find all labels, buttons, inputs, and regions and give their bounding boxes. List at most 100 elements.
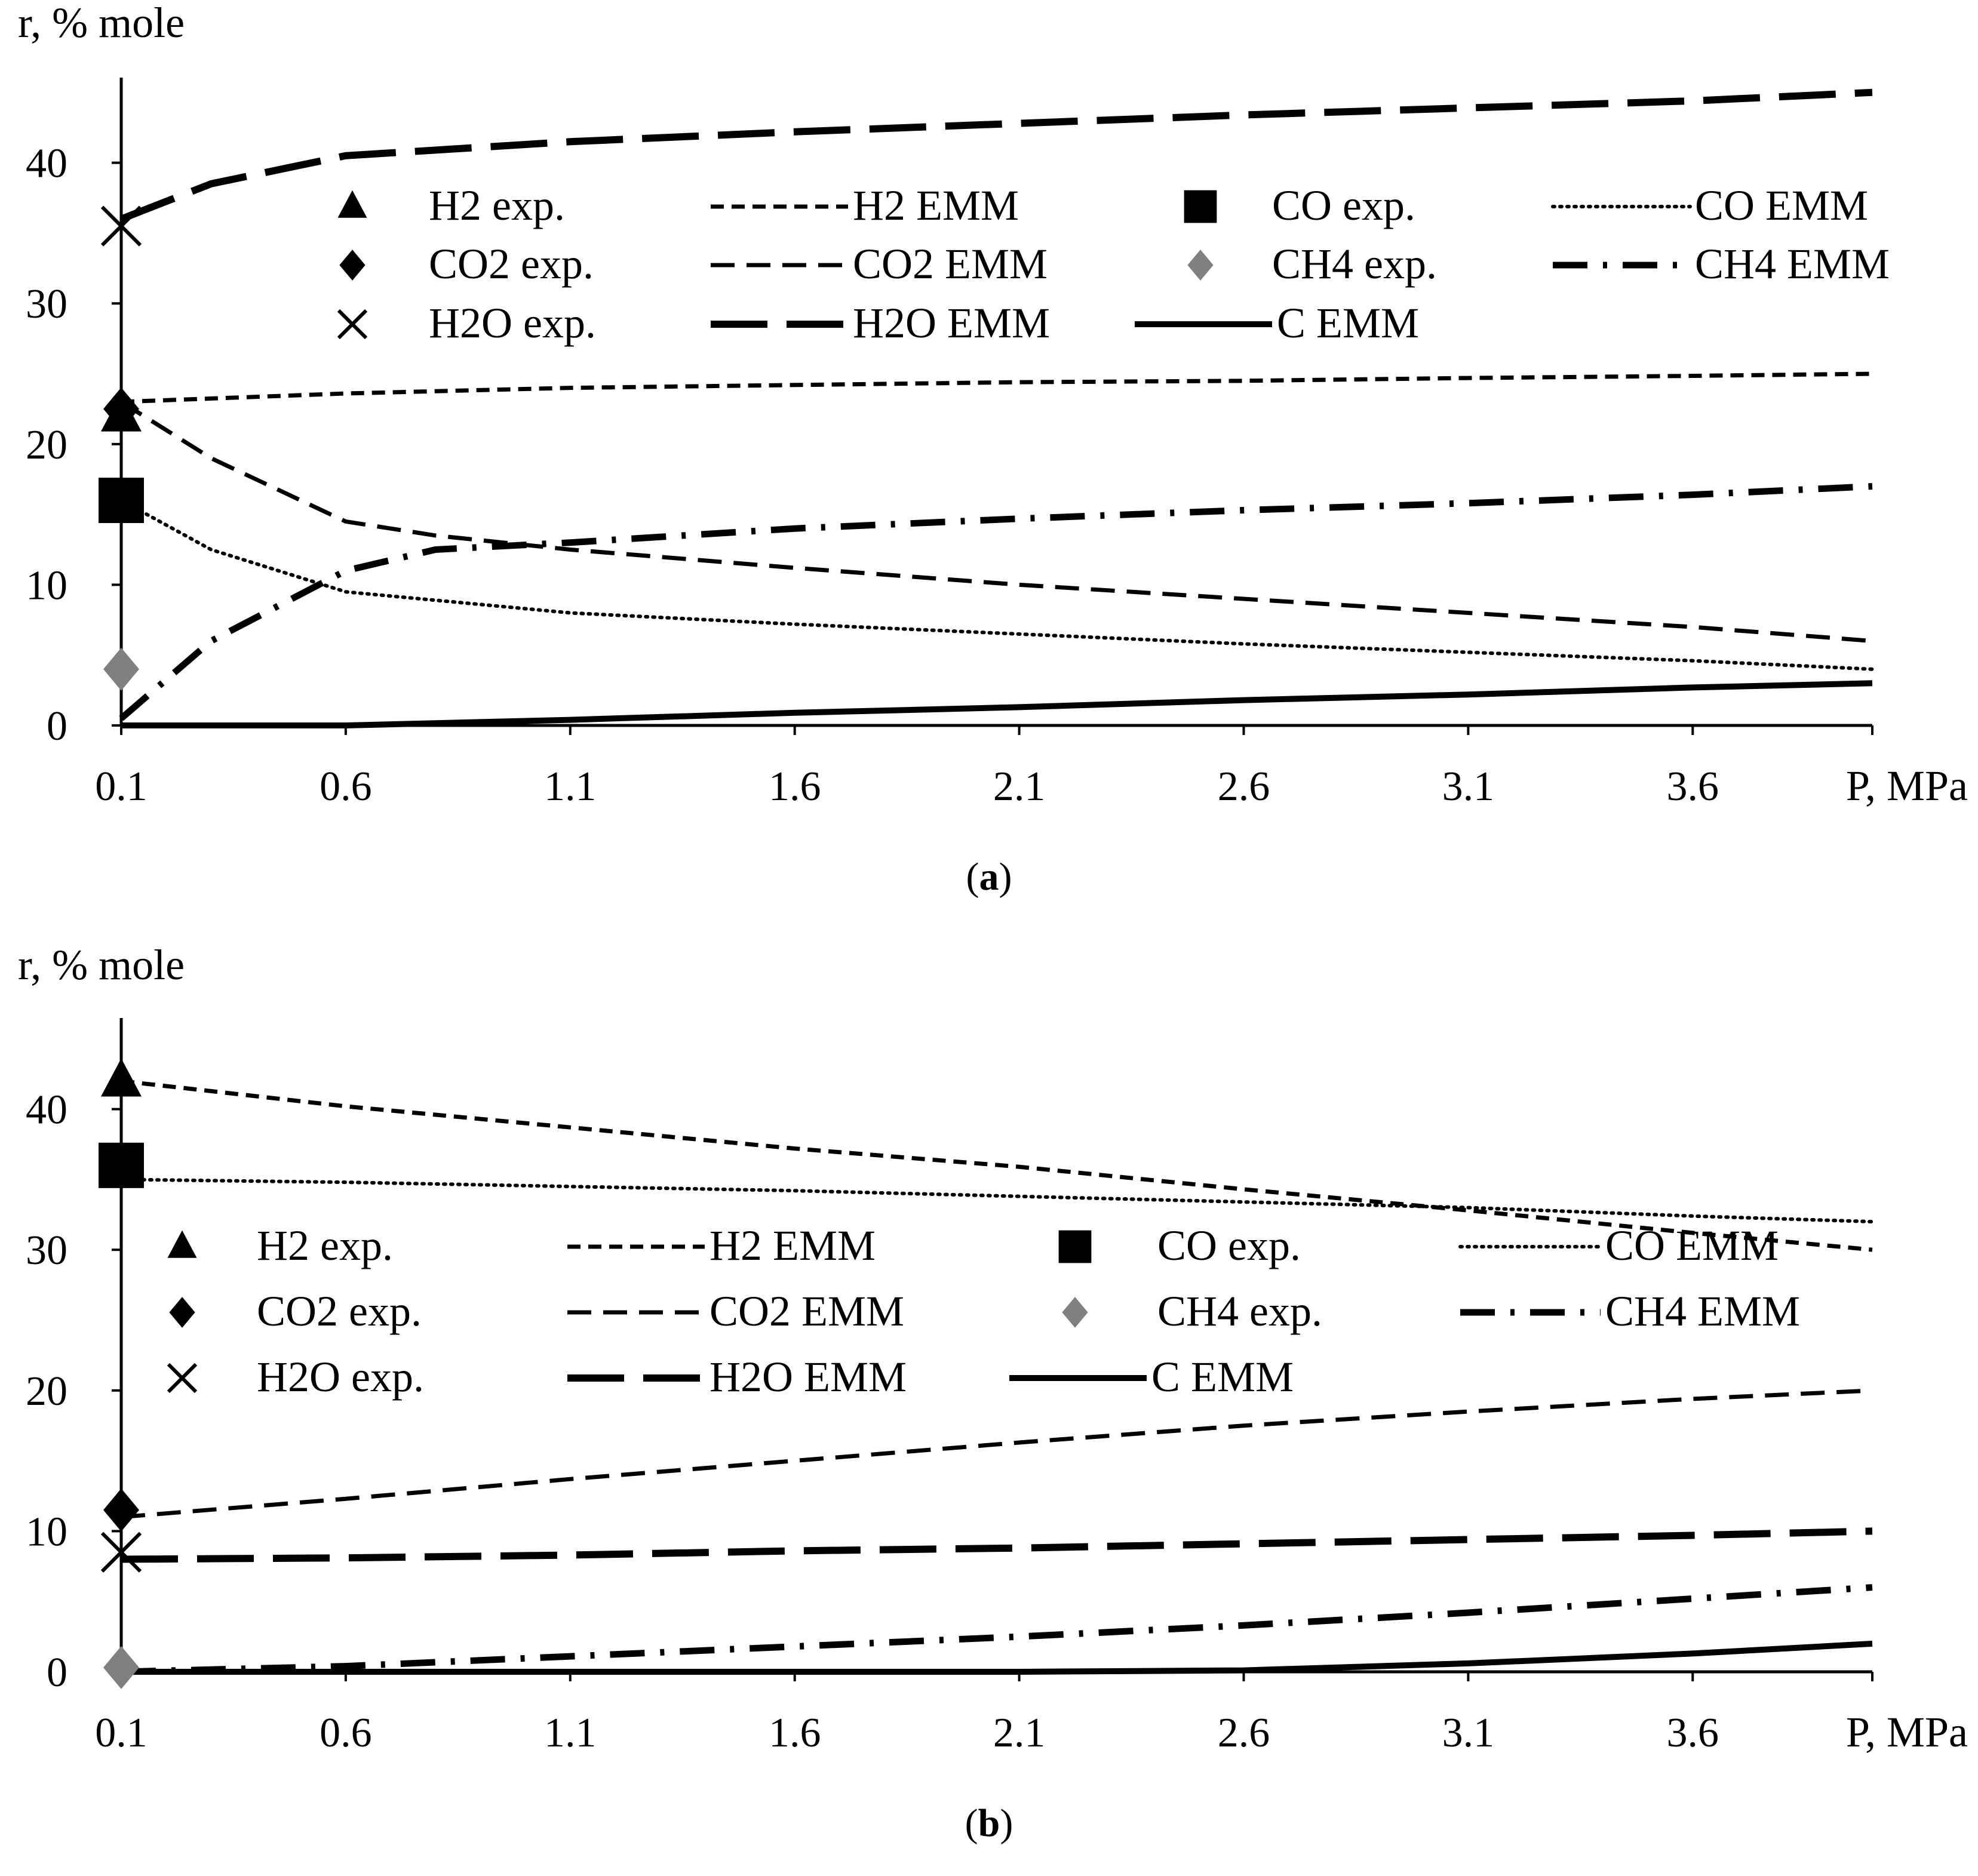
series-line-co2-emm: [121, 1388, 1873, 1520]
x-tick-label: 3.6: [1667, 764, 1719, 810]
panel-caption-a: (a): [966, 855, 1012, 899]
legend-label-ch4-emm: CH4 EMM: [1695, 240, 1890, 288]
x-tick-label: 0.1: [95, 764, 148, 810]
legend-entry-co-exp: CO exp.: [1058, 1222, 1301, 1269]
legend-label-co2-exp: CO2 exp.: [257, 1287, 422, 1335]
x-axis-title: P, MPa: [1846, 762, 1968, 810]
legend-entry-h2-exp: H2 exp.: [337, 182, 565, 229]
legend-label-h2o-exp: H2O exp.: [429, 299, 596, 347]
legend-label-h2o-emm: H2O EMM: [710, 1353, 907, 1401]
x-tick-label: 0.6: [320, 764, 372, 810]
legend-label-ch4-exp: CH4 exp.: [1157, 1287, 1322, 1335]
series-line-h2o-emm: [121, 1527, 1873, 1563]
legend-label-h2-exp: H2 exp.: [257, 1222, 393, 1269]
x-tick-label: 0.6: [320, 1710, 372, 1756]
series-line-c-emm: [121, 680, 1873, 728]
series-line-h2-emm: [121, 1079, 1873, 1252]
legend-entry-co-emm: CO EMM: [1458, 1222, 1779, 1269]
legend-label-co2-exp: CO2 exp.: [429, 240, 594, 288]
legend-label-co-emm: CO EMM: [1695, 182, 1868, 229]
legend-entry-h2-emm: H2 EMM: [567, 1222, 876, 1269]
y-axis-title: r, % mole: [18, 941, 185, 989]
series-line-ch4-emm: [121, 1584, 1873, 1675]
legend-entry-h2o-exp: H2O exp.: [167, 1353, 424, 1401]
panel-caption-letter: a: [979, 855, 999, 899]
legend-label-h2o-exp: H2O exp.: [257, 1353, 424, 1401]
series-line-c-emm: [121, 1640, 1873, 1675]
x-tick-label: 1.6: [769, 764, 821, 810]
data-point-co2-exp: [103, 387, 139, 430]
data-point-co2-exp: [103, 1489, 139, 1532]
data-point-ch4-exp: [103, 1646, 139, 1689]
legend: H2 exp. H2 EMM CO exp. CO EMM CO2 exp. CO2 EM…: [167, 1222, 1800, 1401]
x-tick-label: 2.6: [1218, 1710, 1270, 1756]
legend-label-c-emm: C EMM: [1151, 1353, 1294, 1401]
panel-caption-open: (: [965, 1801, 978, 1845]
x-tick-label: 3.1: [1442, 1710, 1495, 1756]
legend-label-ch4-emm: CH4 EMM: [1605, 1287, 1800, 1335]
legend-entry-ch4-emm: CH4 EMM: [1460, 1287, 1800, 1335]
legend-marker-ch4-exp: [1062, 1297, 1088, 1328]
series-line-ch4-emm: [119, 483, 1873, 721]
data-point-co-exp: [99, 1142, 144, 1188]
y-tick-label: 40: [26, 141, 67, 187]
legend-label-co2-emm: CO2 EMM: [853, 240, 1048, 288]
y-axis-title: r, % mole: [18, 0, 185, 47]
legend-label-co2-emm: CO2 EMM: [710, 1287, 904, 1335]
legend-marker-co2-exp: [169, 1297, 195, 1328]
legend-marker-ch4-exp: [1187, 250, 1214, 281]
data-point-h2o-exp: [100, 205, 142, 247]
legend: H2 exp. H2 EMM CO exp. CO EMM CO2 exp. CO2 EM…: [337, 182, 1890, 347]
x-tick-label: 2.1: [993, 764, 1046, 810]
legend-entry-co2-exp: CO2 exp.: [339, 240, 594, 288]
series-line-co2-emm: [120, 400, 1873, 644]
y-tick-label: 0: [47, 703, 67, 749]
legend-entry-c-emm: C EMM: [1135, 299, 1419, 347]
data-point-h2-exp: [101, 1058, 142, 1097]
series-line-h2-emm: [121, 371, 1873, 404]
legend-marker-co-exp: [1058, 1230, 1092, 1263]
series-line-co-emm: [119, 1177, 1874, 1224]
legend-label-co-emm: CO EMM: [1605, 1222, 1779, 1269]
series-line-co-emm: [119, 499, 1874, 671]
legend-entry-c-emm: C EMM: [1009, 1353, 1294, 1401]
data-point-co-exp: [99, 478, 144, 524]
legend-marker-co-exp: [1184, 190, 1217, 223]
series-line-h2o-emm: [119, 88, 1873, 223]
x-axis-title: P, MPa: [1846, 1708, 1968, 1756]
x-tick-label: 1.1: [544, 764, 597, 810]
x-tick-label: 3.1: [1442, 764, 1495, 810]
data-point-h2o-exp: [100, 1531, 142, 1573]
x-tick-label: 3.6: [1667, 1710, 1719, 1756]
legend-entry-co-emm: CO EMM: [1551, 182, 1868, 229]
legend-entry-ch4-exp: CH4 exp.: [1187, 240, 1437, 288]
legend-label-co-exp: CO exp.: [1157, 1222, 1301, 1269]
panel-caption-b: (b): [965, 1801, 1013, 1845]
panel-caption-close: ): [1000, 1801, 1013, 1845]
legend-label-h2-exp: H2 exp.: [429, 182, 565, 229]
panel-caption-close: ): [999, 855, 1012, 899]
legend-entry-co2-exp: CO2 exp.: [169, 1287, 422, 1335]
legend-entry-ch4-exp: CH4 exp.: [1062, 1287, 1322, 1335]
legend-entry-h2o-exp: H2O exp.: [337, 299, 596, 347]
panel-caption-letter: b: [978, 1801, 1000, 1845]
chart-panel-b: 0 10 20 30 40 0.1 0.6 1.1 1.6 2.1 2.6 3.1 3.6 r, % mo…: [18, 941, 1968, 1756]
legend-entry-h2-emm: H2 EMM: [711, 182, 1019, 229]
legend-label-ch4-exp: CH4 exp.: [1272, 240, 1437, 288]
x-tick-label: 2.6: [1218, 764, 1270, 810]
y-tick-label: 0: [47, 1650, 67, 1696]
y-tick-label: 20: [26, 1368, 67, 1414]
x-tick-label: 1.6: [769, 1710, 821, 1756]
legend-label-h2-emm: H2 EMM: [710, 1222, 876, 1269]
legend-label-h2-emm: H2 EMM: [853, 182, 1019, 229]
y-tick-label: 40: [26, 1087, 67, 1133]
legend-entry-h2o-emm: H2O EMM: [711, 299, 1050, 347]
legend-entry-co2-emm: CO2 EMM: [567, 1287, 904, 1335]
legend-entry-h2-exp: H2 exp.: [167, 1222, 393, 1269]
y-tick-label: 20: [26, 422, 67, 468]
panel-caption-open: (: [966, 855, 979, 899]
y-tick-label: 10: [26, 562, 67, 608]
legend-marker-h2-exp: [167, 1230, 197, 1258]
legend-label-h2o-emm: H2O EMM: [853, 299, 1050, 347]
